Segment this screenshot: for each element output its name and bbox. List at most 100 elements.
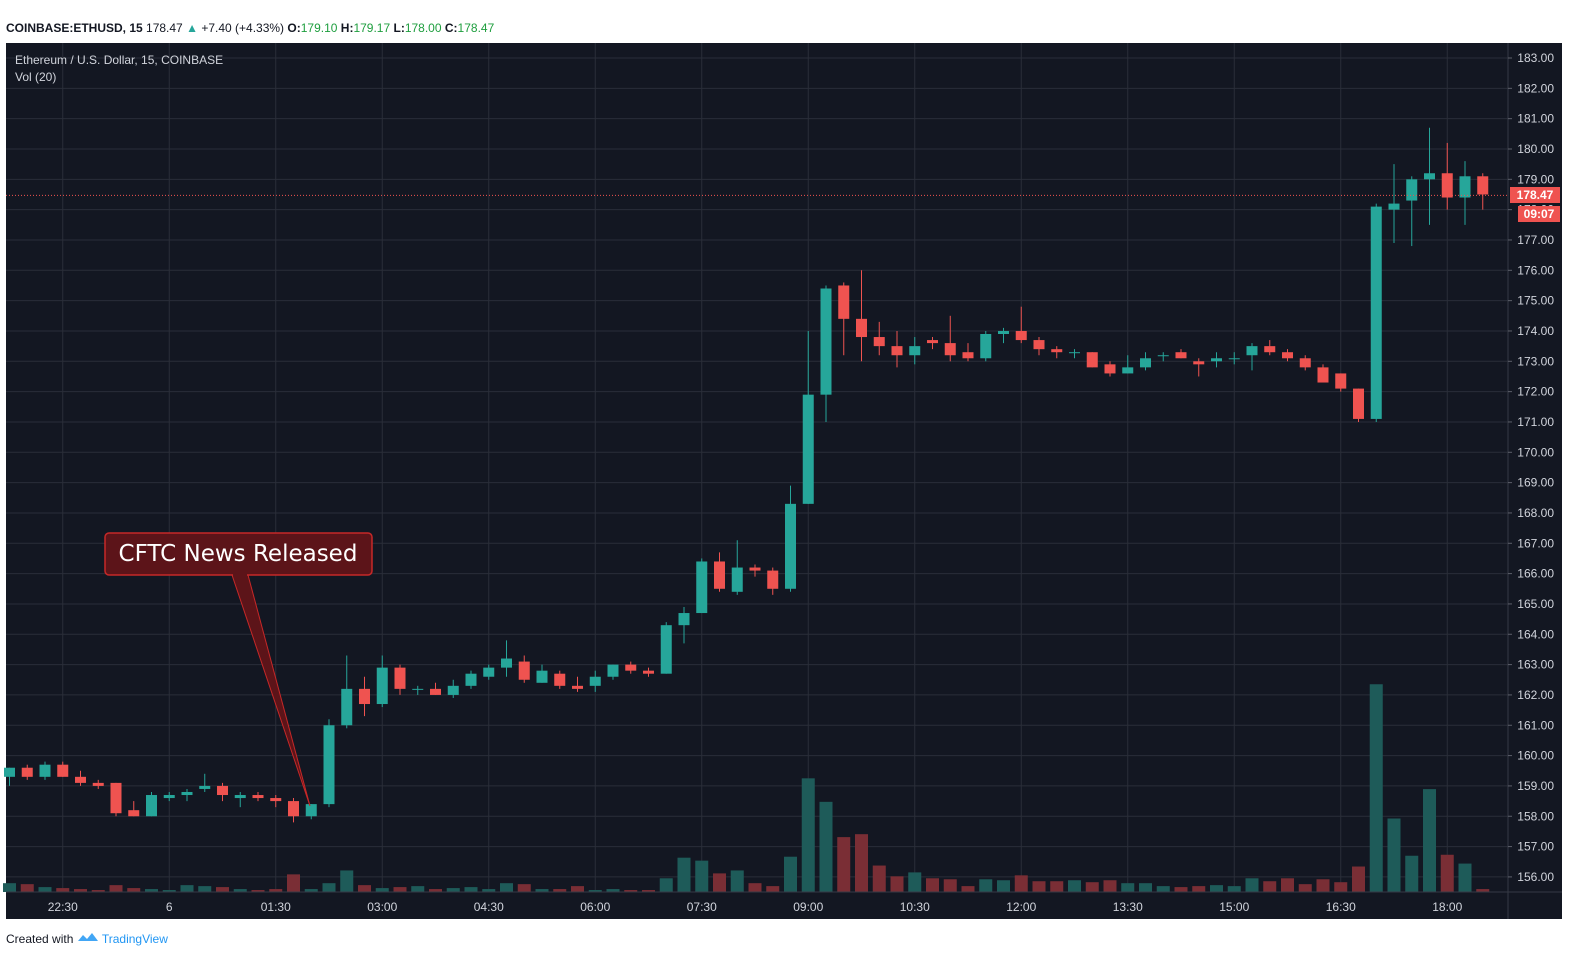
candle-body <box>75 776 86 783</box>
candle-body <box>1370 206 1382 419</box>
volume-bar <box>1050 881 1064 892</box>
candle-body <box>1388 203 1400 210</box>
candle-body <box>1211 358 1222 362</box>
volume-bar <box>943 879 957 892</box>
candle-body <box>980 334 992 359</box>
candle-body <box>802 394 814 504</box>
candle-body <box>199 785 211 789</box>
candlesticks <box>4 127 1489 823</box>
volume-bar <box>56 888 70 892</box>
candle-body <box>39 764 51 777</box>
candle-body <box>1246 346 1258 356</box>
candle-body <box>394 667 406 689</box>
volume-bar <box>997 880 1010 892</box>
volume-bar <box>1298 884 1312 892</box>
volume-bar <box>1405 855 1419 892</box>
volume-bar <box>642 890 655 892</box>
candle-body <box>1069 352 1080 354</box>
volume-bar <box>872 865 886 892</box>
symbol-header: COINBASE:ETHUSD, 15 178.47 ▲ +7.40 (+4.3… <box>6 21 494 35</box>
volume-bar <box>1476 889 1490 892</box>
candle-body <box>909 346 921 356</box>
volume-bar <box>1387 818 1401 892</box>
close-label: C: <box>444 21 458 35</box>
volume-bar <box>358 885 371 892</box>
price-tick-label: 175.00 <box>1517 294 1554 308</box>
volume-bar <box>855 834 868 892</box>
candle-body <box>536 670 548 683</box>
volume-bar <box>624 890 638 892</box>
time-axis[interactable]: 22:30 6 01:30 03:00 04:30 06:00 07:30 09:00 10:3… <box>48 900 1463 914</box>
candle-body <box>1459 176 1471 198</box>
candle-body <box>234 795 246 799</box>
volume-bar <box>979 879 993 892</box>
candle-body <box>944 343 956 356</box>
volume-bar <box>535 889 549 892</box>
volume-bar <box>1263 881 1277 892</box>
time-tick-label: 16:30 <box>1326 900 1356 914</box>
annotation-callout[interactable]: CFTC News Released <box>104 532 373 807</box>
candle-body <box>767 570 779 589</box>
price-tick-label: 159.00 <box>1517 779 1554 793</box>
high-label: H: <box>340 21 354 35</box>
volume-bar <box>890 876 904 892</box>
candle-body <box>838 285 850 319</box>
time-tick-label: 18:00 <box>1432 900 1462 914</box>
created-with-label: Created with <box>6 932 74 946</box>
candle-body <box>1193 361 1205 365</box>
candle-body <box>1441 173 1453 198</box>
time-tick-label: 01:30 <box>261 900 291 914</box>
volume-bar <box>553 889 567 892</box>
price-tick-label: 164.00 <box>1517 627 1554 641</box>
volume-bar <box>1423 789 1436 892</box>
price-tick-label: 183.00 <box>1517 51 1554 65</box>
volume-bar <box>1156 886 1170 892</box>
volume-bar <box>269 889 283 892</box>
volume-bar <box>127 888 141 892</box>
price-tick-label: 182.00 <box>1517 81 1554 95</box>
price-tick-label: 160.00 <box>1517 749 1554 763</box>
candle-body <box>1299 358 1311 368</box>
volume-bar <box>482 889 496 892</box>
price-badge: 178.47 09:07 <box>1510 187 1560 222</box>
candle-body <box>146 795 157 817</box>
price-tick-label: 170.00 <box>1517 445 1554 459</box>
volume-bar <box>411 886 425 892</box>
candle-body <box>92 782 104 786</box>
volume-bar <box>1210 885 1223 892</box>
candle-body <box>288 801 299 817</box>
candle-body <box>128 810 140 817</box>
volume-bar <box>1068 880 1081 892</box>
volume-bar <box>1281 878 1294 892</box>
footer: Created with TradingView <box>6 931 168 946</box>
price-badge-value: 178.47 <box>1517 188 1554 202</box>
volume-bar <box>91 890 105 892</box>
volume-bars <box>3 684 1490 892</box>
candle-body <box>1104 364 1116 374</box>
volume-bar <box>1316 879 1330 892</box>
candle-body <box>1317 367 1329 383</box>
candle-body <box>589 676 601 686</box>
volume-bar <box>180 885 194 892</box>
candle-body <box>447 685 459 695</box>
countdown-badge-value: 09:07 <box>1524 207 1555 221</box>
tradingview-logo-icon <box>77 932 99 946</box>
candle-body <box>696 561 708 614</box>
volume-bar <box>1032 881 1046 892</box>
volume-bar <box>1014 875 1028 892</box>
candle-body <box>1282 352 1293 359</box>
candle-body <box>1228 358 1240 360</box>
candle-body <box>1335 373 1347 389</box>
volume-bar <box>1174 887 1188 892</box>
price-tick-label: 177.00 <box>1517 233 1554 247</box>
volume-bar <box>38 887 52 892</box>
volume-bar <box>961 886 975 892</box>
candle-body <box>1353 388 1364 419</box>
price-axis[interactable]: 183.00182.00181.00180.00179.00178.00177.… <box>1508 51 1554 884</box>
tradingview-link[interactable]: TradingView <box>101 932 168 946</box>
candle-body <box>252 795 264 799</box>
price-tick-label: 171.00 <box>1517 415 1554 429</box>
candle-body <box>962 352 974 359</box>
candle-body <box>181 791 193 796</box>
